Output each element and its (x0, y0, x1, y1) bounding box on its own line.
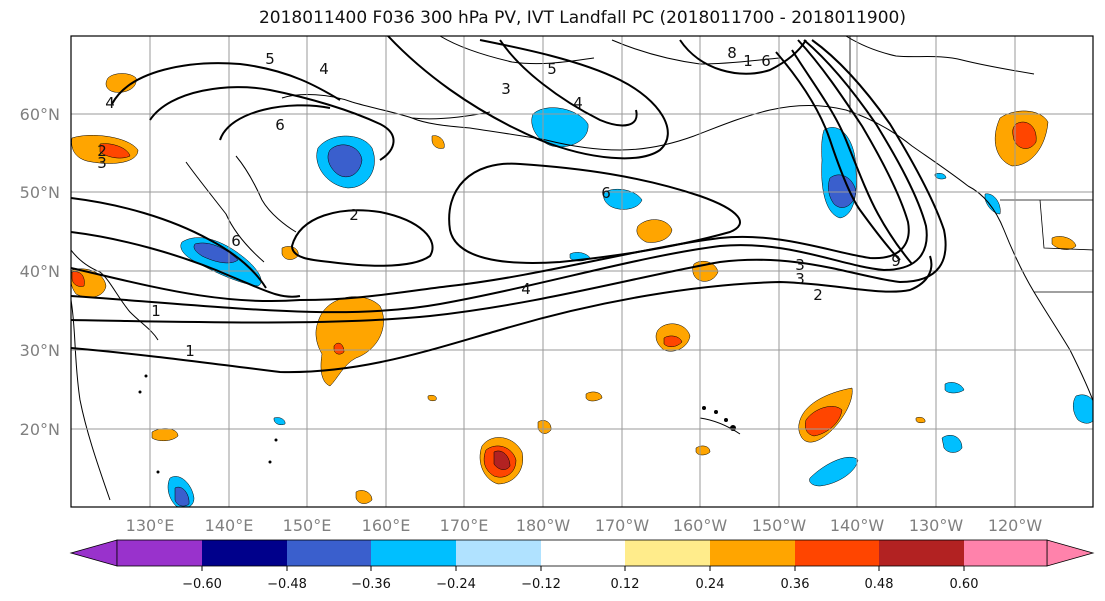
lon-tick-label: 120°W (988, 516, 1043, 535)
pv-contours (71, 36, 947, 374)
contour-label: 4 (319, 60, 329, 78)
islands (138, 374, 736, 474)
contour-label: 8 (727, 44, 737, 62)
colorbar: −0.60 −0.48 −0.36 −0.24 −0.12 0.12 0.24 … (69, 539, 1095, 592)
colorbar-bin (287, 540, 371, 566)
lon-tick-label: 160°E (362, 516, 411, 535)
page-title: 2018011400 F036 300 hPa PV, IVT Landfall… (258, 8, 906, 28)
colorbar-bin (795, 540, 879, 566)
lon-tick-label: 150°E (283, 516, 332, 535)
colorbar-bin (964, 540, 1047, 566)
colorbar-frame (116, 539, 1048, 567)
lat-tick-label: 30°N (20, 341, 60, 360)
colorbar-extend-high (1046, 539, 1095, 567)
colorbar-bin (371, 540, 456, 566)
contour-label: 5 (265, 50, 275, 68)
lon-tick-label: 170°W (595, 516, 650, 535)
lon-tick-label: 130°E (126, 516, 175, 535)
contour-label: 4 (521, 280, 531, 298)
contour-label: 1 (151, 302, 161, 320)
contour-label: 2 (813, 286, 823, 304)
colorbar-tick-label: 0.36 (781, 577, 810, 592)
pc-shading (71, 73, 1093, 507)
colorbar-extend-low (69, 539, 118, 567)
colorbar-bin (117, 540, 202, 566)
lon-tick-label: 130°W (909, 516, 964, 535)
colorbar-bin (202, 540, 287, 566)
contour-label: 2 (97, 142, 107, 160)
contour-label: 5 (547, 60, 557, 78)
colorbar-bin (710, 540, 795, 566)
lat-tick-label: 20°N (20, 420, 60, 439)
contour-label: 9 (891, 252, 901, 270)
colorbar-tick-label: −0.60 (182, 577, 222, 592)
colorbar-tick-marks (201, 566, 965, 571)
map-frame (70, 35, 1094, 508)
contour-label: 6 (275, 116, 285, 134)
contour-label: 4 (573, 94, 583, 112)
colorbar-bin (541, 540, 625, 566)
coastlines (71, 36, 1093, 501)
graticule (71, 36, 1093, 507)
colorbar-bin (879, 540, 964, 566)
colorbar-bin (625, 540, 710, 566)
contour-label: 3 (97, 154, 107, 172)
colorbar-tick-label: 0.24 (696, 577, 725, 592)
colorbar-tick-label: −0.36 (351, 577, 391, 592)
colorbar-tick-label: 0.60 (950, 577, 979, 592)
contour-label: 3 (795, 270, 805, 288)
lat-tick-labels: 60°N 50°N 40°N 30°N 20°N (20, 105, 60, 439)
lon-tick-label: 140°E (205, 516, 254, 535)
contour-labels: 5 4 4 6 2 3 8 1 6 6 4 3 2 3 3 2 1 1 4 5 … (97, 44, 901, 360)
lon-tick-label: 170°E (440, 516, 489, 535)
lon-tick-label: 150°W (752, 516, 807, 535)
contour-label: 1 (743, 52, 753, 70)
colorbar-bin (456, 540, 541, 566)
colorbar-tick-label: 0.48 (865, 577, 894, 592)
colorbar-tick-label: 0.12 (611, 577, 640, 592)
contour-label: 6 (601, 184, 611, 202)
contour-label: 6 (761, 52, 771, 70)
contour-label: 4 (105, 94, 115, 112)
contour-label: 3 (795, 256, 805, 274)
lon-tick-label: 160°W (673, 516, 728, 535)
lon-tick-label: 180°W (516, 516, 571, 535)
lon-tick-labels: 130°E 140°E 150°E 160°E 170°E 180°W 170°… (126, 516, 1043, 535)
contour-label: 2 (349, 206, 359, 224)
contour-label: 1 (185, 342, 195, 360)
contour-label: 6 (231, 232, 241, 250)
colorbar-tick-label: −0.24 (436, 577, 476, 592)
lon-tick-label: 140°W (830, 516, 885, 535)
colorbar-tick-label: −0.48 (267, 577, 307, 592)
lat-tick-label: 60°N (20, 105, 60, 124)
lat-tick-label: 50°N (20, 183, 60, 202)
contour-label: 3 (501, 80, 511, 98)
colorbar-tick-label: −0.12 (521, 577, 561, 592)
lat-tick-label: 40°N (20, 262, 60, 281)
